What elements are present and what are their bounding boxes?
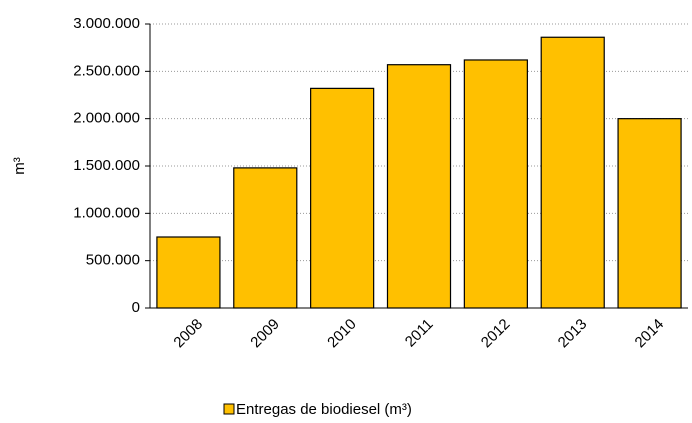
bar [617,118,682,309]
bar [156,236,221,309]
x-tick-label: 2008 [170,316,206,352]
x-tick-label: 2010 [324,316,360,352]
bar [386,64,452,309]
y-tick-label: 1.000.000 [73,204,140,221]
y-axis-label: m³ [11,157,28,175]
x-tick-label: 2011 [402,316,437,351]
x-tick-label: 2009 [247,316,283,352]
x-tick-label: 2013 [555,316,591,352]
y-tick-label: 0 [132,299,140,316]
bar [310,87,375,309]
bar [463,59,528,309]
legend-label: Entregas de biodiesel (m³) [236,401,412,418]
bar [540,36,605,309]
y-tick-label: 500.000 [86,252,140,269]
x-tick-label: 2014 [632,316,668,352]
y-tick-label: 2.000.000 [73,110,140,127]
y-tick-label: 1.500.000 [73,157,140,174]
bar [233,167,298,309]
legend-swatch [223,403,235,415]
y-tick-label: 3.000.000 [73,15,140,32]
x-tick-label: 2012 [478,316,514,352]
y-tick-label: 2.500.000 [73,62,140,79]
